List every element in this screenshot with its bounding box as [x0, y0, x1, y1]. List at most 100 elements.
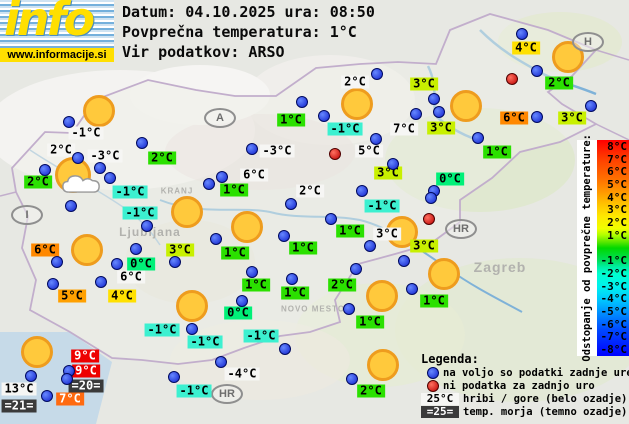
station-dot-available	[141, 220, 153, 232]
temperature-label: 0°C	[127, 257, 155, 271]
temperature-label: 2°C	[296, 184, 324, 198]
temperature-label: -3°C	[87, 149, 123, 163]
station-dot-available	[41, 390, 53, 402]
station-dot-available	[410, 108, 422, 120]
temperature-label: -1°C	[187, 335, 223, 349]
station-dot-available	[370, 133, 382, 145]
temperature-label: 1°C	[356, 315, 384, 329]
temperature-label: =20=	[68, 379, 104, 393]
temperature-label: 2°C	[47, 143, 75, 157]
sun-icon	[366, 280, 398, 312]
temperature-label: 3°C	[373, 227, 401, 241]
temperature-label: 0°C	[224, 306, 252, 320]
station-dot-available	[278, 230, 290, 242]
scale-title-strip: Odstopanje od povprečne temperature:	[577, 134, 597, 362]
station-dot-available	[236, 295, 248, 307]
legend-item-text: ni podatka za zadnjo uro	[443, 379, 595, 392]
city-label: KRANJ	[160, 186, 194, 196]
legend-white-box: 25°C	[421, 392, 459, 405]
station-dot-available	[47, 278, 59, 290]
header: Datum: 04.10.2025 ura: 08:50 Povprečna t…	[122, 2, 375, 62]
legend-item-text: temp. morja (temno ozadje)	[463, 405, 628, 418]
header-data-source: Vir podatkov: ARSO	[122, 43, 285, 61]
temperature-label: 1°C	[281, 286, 309, 300]
temperature-label: -1°C	[327, 122, 363, 136]
station-dot-no-data	[506, 73, 518, 85]
sun-icon	[83, 95, 115, 127]
temperature-label: -1°C	[243, 329, 279, 343]
temperature-label: 2°C	[148, 151, 176, 165]
site-logo[interactable]: info www.informacije.si	[0, 0, 114, 62]
scale-title: Odstopanje od povprečne temperature:	[581, 134, 593, 362]
temperature-label: -1°C	[112, 185, 148, 199]
temperature-label: -1°C	[176, 384, 212, 398]
header-date-time: Datum: 04.10.2025 ura: 08:50	[122, 3, 375, 21]
legend-item: 25°C hribi / gore (belo ozadje)	[421, 392, 627, 405]
station-dot-available	[428, 93, 440, 105]
station-dot-available	[104, 172, 116, 184]
station-dot-available	[398, 255, 410, 267]
scale-tick-label: 5°C	[607, 177, 627, 191]
station-dot-available	[296, 96, 308, 108]
temperature-label: 1°C	[483, 145, 511, 159]
temperature-label: 3°C	[410, 77, 438, 91]
station-dot-available	[425, 192, 437, 204]
sun-icon	[171, 196, 203, 228]
sun-icon	[341, 88, 373, 120]
station-dot-available	[186, 323, 198, 335]
station-dot-available	[94, 162, 106, 174]
temperature-label: -4°C	[224, 367, 260, 381]
legend: Legenda: na voljo so podatki zadnje ure n…	[421, 352, 629, 418]
cloud-icon	[62, 175, 100, 193]
temperature-label: 7°C	[390, 122, 418, 136]
station-dot-available	[168, 371, 180, 383]
station-dot-available	[65, 200, 77, 212]
temperature-label: 1°C	[420, 294, 448, 308]
temperature-label: 2°C	[24, 175, 52, 189]
sun-icon	[428, 258, 460, 290]
scale-tick-label: -6°C	[600, 317, 628, 331]
logo-url-link[interactable]: www.informacije.si	[0, 48, 114, 62]
logo-info-text: info	[4, 0, 95, 46]
station-dot-available	[246, 266, 258, 278]
temperature-label: =21=	[1, 399, 37, 413]
temperature-label: 6°C	[31, 243, 59, 257]
station-dot-available	[516, 28, 528, 40]
scale-tick-label: -5°C	[600, 305, 628, 319]
scale-tick-label: -1°C	[600, 254, 628, 268]
station-dot-available	[350, 263, 362, 275]
legend-blue-dot-icon	[427, 366, 439, 379]
scale-tick-label: -4°C	[600, 292, 628, 306]
legend-dark-box: =25=	[421, 405, 459, 418]
header-average-temperature: Povprečna temperatura: 1°C	[122, 23, 357, 41]
scale-tick-label: 1°C	[607, 228, 627, 242]
sun-icon	[450, 90, 482, 122]
legend-item: ni podatka za zadnjo uro	[421, 379, 627, 392]
station-dot-available	[387, 158, 399, 170]
station-dot-available	[169, 256, 181, 268]
station-dot-available	[325, 213, 337, 225]
temperature-label: 7°C	[56, 392, 84, 406]
country-marker-hr: HR	[445, 219, 477, 239]
temperature-label: 2°C	[341, 75, 369, 89]
station-dot-available	[95, 276, 107, 288]
city-label: Ljubljana	[119, 225, 181, 239]
station-dot-available	[51, 256, 63, 268]
temperature-label: 1°C	[220, 183, 248, 197]
station-dot-available	[130, 243, 142, 255]
deviation-scale: Odstopanje od povprečne temperature: 8°C…	[577, 134, 629, 362]
sun-icon	[176, 290, 208, 322]
scale-gradient-bar: 8°C 7°C 6°C 5°C 4°C 3°C 2°C 1°C -1°C -2°C -3°C -4°C…	[597, 140, 629, 356]
station-dot-available	[72, 152, 84, 164]
sun-icon	[552, 41, 584, 73]
country-marker-a: A	[204, 108, 236, 128]
sun-icon	[21, 336, 53, 368]
station-dot-available	[285, 198, 297, 210]
country-marker-hr: HR	[211, 384, 243, 404]
temperature-label: 1°C	[289, 241, 317, 255]
sun-cloud-icon	[55, 157, 105, 197]
station-dot-available	[356, 185, 368, 197]
legend-item-text: hribi / gore (belo ozadje)	[463, 392, 628, 405]
temperature-label: 5°C	[355, 144, 383, 158]
station-dot-available	[406, 283, 418, 295]
